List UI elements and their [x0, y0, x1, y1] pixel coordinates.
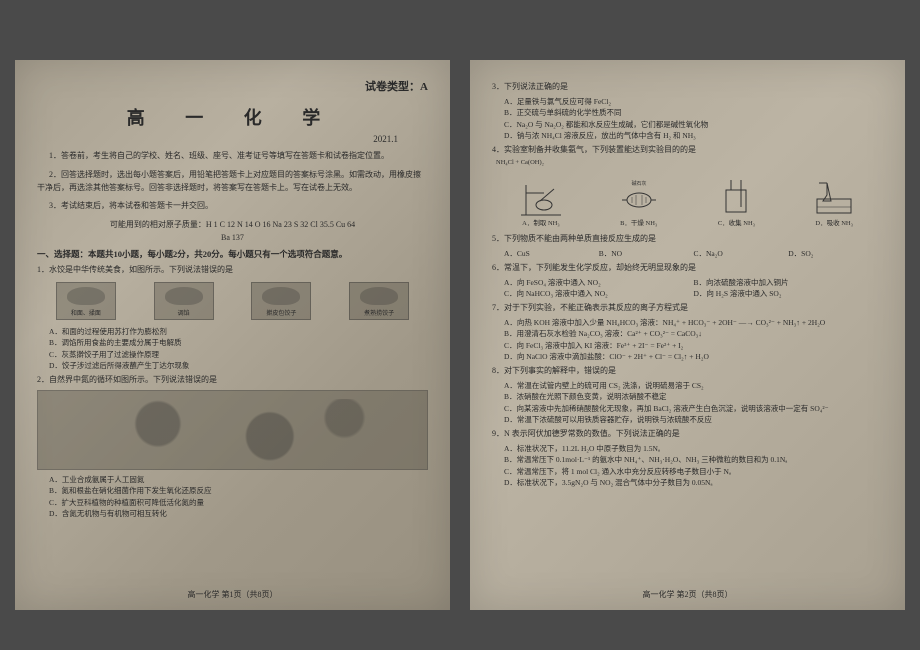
exam-date: 2021.1	[37, 134, 398, 144]
q1-image-row: 和面、揉面 调馅 擀皮包饺子 煮熟捞饺子	[37, 282, 428, 320]
q6-opt-a: A．向 FeSO₄ 溶液中通入 NO₂	[504, 277, 694, 288]
q1-opt-c: C．灰蒸擀饺子用了过滤操作原理	[49, 349, 428, 360]
flask-stand-icon	[516, 175, 566, 217]
q1-img-1: 和面、揉面	[56, 282, 116, 320]
exam-type-label: 试卷类型：A	[37, 78, 428, 94]
instruction-2: 2．回答选择题时，选出每小题答案后，用铅笔把答题卡上对应题目的答案标号涂黑。如需…	[37, 169, 428, 195]
q1-opt-b: B．调馅所用食盐的主要成分属于电解质	[49, 337, 428, 348]
q7-opt-a: A．向热 KOH 溶液中加入少量 NH₄HCO₃ 溶液：NH₄⁺ + HCO₃⁻…	[504, 317, 883, 328]
q6-opt-d: D．向 H₂S 溶液中通入 SO₂	[694, 288, 884, 299]
q8-opt-b: B．浓硝酸在光照下颜色变黄，说明浓硝酸不稳定	[504, 391, 883, 402]
atomic-masses-2: Ba 137	[37, 233, 428, 242]
q5-opt-a: A．CuS	[504, 248, 599, 259]
exam-title: 高 一 化 学	[37, 104, 428, 130]
question-5-stem: 5．下列物质不能由两种单质直接反应生成的是	[492, 233, 883, 245]
drying-tube-icon: 碱石灰	[614, 175, 664, 217]
absorption-icon	[809, 175, 859, 217]
apparatus-d: D．吸收 NH₃	[799, 172, 869, 227]
apparatus-d-label: D．吸收 NH₃	[815, 217, 852, 227]
q1-img-2: 调馅	[154, 282, 214, 320]
q6-opt-b: B．向浓硫酸溶液中加入铜片	[694, 277, 884, 288]
apparatus-c-label: C．收集 NH₃	[718, 217, 755, 227]
q1-opt-a: A．和面的过程使用苏打作为膨松剂	[49, 326, 428, 337]
q9-opt-b: B．常温常压下 0.1mol·L⁻¹ 的氨水中 NH₄⁺、NH₃·H₂O、NH₃…	[504, 454, 883, 465]
q9-opt-c: C．常温常压下，将 1 mol Cl₂ 通入水中充分反应转移电子数目小于 Nₐ	[504, 466, 883, 477]
q4-reagent: NH₄Cl + Ca(OH)₂	[496, 159, 883, 166]
atomic-masses-1: 可能用到的相对原子质量：H 1 C 12 N 14 O 16 Na 23 S 3…	[37, 219, 428, 230]
q2-opt-c: C．扩大豆科植物的种植面积可降低活化氮的量	[49, 497, 428, 508]
q1-img-label-3: 擀皮包饺子	[266, 308, 296, 317]
q3-opt-b: B．正交硫与单斜硫的化学性质不同	[504, 107, 883, 118]
instruction-3: 3．考试结束后，将本试卷和答题卡一并交回。	[37, 200, 428, 213]
q5-opt-d: D．SO₂	[788, 248, 883, 259]
question-7-stem: 7．对于下列实验，不能正确表示其反应的离子方程式是	[492, 302, 883, 314]
question-3-stem: 3．下列说法正确的是	[492, 81, 883, 93]
q2-nitrogen-cycle-diagram	[37, 390, 428, 470]
q1-img-3: 擀皮包饺子	[251, 282, 311, 320]
q7-opt-d: D．向 NaClO 溶液中滴加盐酸：ClO⁻ + 2H⁺ + Cl⁻ = Cl₂…	[504, 351, 883, 362]
q9-opt-d: D．标准状况下，3.5gN₂O 与 NO₂ 混合气体中分子数目为 0.05Nₐ	[504, 477, 883, 488]
q1-opt-d: D．饺子涉过滤后所得液蘸产生丁达尔现象	[49, 360, 428, 371]
q6-options-cd: C．向 NaHCO₃ 溶液中通入 NO₂ D．向 H₂S 溶液中通入 SO₂	[504, 288, 883, 299]
q2-opt-d: D．含氮无机物与有机物可相互转化	[49, 508, 428, 519]
q8-opt-d: D．常温下浓硫酸可以用铁质容器贮存，说明铁与浓硫酸不反应	[504, 414, 883, 425]
q3-opt-d: D．钠与浓 NH₄Cl 溶液反应，放出的气体中含有 H₂ 和 NH₃	[504, 130, 883, 141]
q7-opt-b: B．用澄清石灰水检验 Na₂CO₃ 溶液：Ca²⁺ + CO₃²⁻ = CaCO…	[504, 328, 883, 339]
exam-page-1: 试卷类型：A 高 一 化 学 2021.1 1．答卷前，考生将自己的学校、姓名、…	[15, 60, 450, 610]
exam-page-2: 3．下列说法正确的是 A．足量铁与氯气反应可得 FeCl₂ B．正交硫与单斜硫的…	[470, 60, 905, 610]
q5-options: A．CuS B．NO C．Na₂O D．SO₂	[504, 248, 883, 259]
question-6-stem: 6．常温下，下列能发生化学反应，却始终无明显现象的是	[492, 262, 883, 274]
apparatus-b: 碱石灰 B．干燥 NH₃	[604, 172, 674, 227]
q6-opt-c: C．向 NaHCO₃ 溶液中通入 NO₂	[504, 288, 694, 299]
apparatus-a: A．制取 NH₃	[506, 172, 576, 227]
instruction-1: 1．答卷前，考生将自己的学校、姓名、班级、座号、准考证号等填写在答题卡和试卷指定…	[37, 150, 428, 163]
apparatus-c: C．收集 NH₃	[701, 172, 771, 227]
q5-opt-b: B．NO	[599, 248, 694, 259]
footer-page-1: 高一化学 第1页（共8页）	[15, 589, 450, 600]
q8-opt-a: A．常温在试管内壁上的硫可用 CS₂ 洗涤，说明硫易溶于 CS₂	[504, 380, 883, 391]
question-4-stem: 4．实验室制备并收集氨气，下列装置能达到实验目的的是	[492, 144, 883, 156]
question-9-stem: 9．N 表示阿伏加德罗常数的数值。下列说法正确的是	[492, 428, 883, 440]
q9-opt-a: A．标准状况下，11.2L H₂O 中原子数目为 1.5Nₐ	[504, 443, 883, 454]
svg-text:碱石灰: 碱石灰	[631, 180, 646, 187]
section-1-header: 一、选择题：本题共10小题，每小题2分，共20分。每小题只有一个选项符合题意。	[37, 248, 428, 260]
q2-opt-a: A．工业合成氨属于人工固氮	[49, 474, 428, 485]
q1-img-label-2: 调馅	[178, 308, 190, 317]
q1-img-4: 煮熟捞饺子	[349, 282, 409, 320]
question-2-stem: 2．自然界中氮的循环如图所示。下列说法错误的是	[37, 374, 428, 386]
q1-img-label-1: 和面、揉面	[71, 308, 101, 317]
q6-options-ab: A．向 FeSO₄ 溶液中通入 NO₂ B．向浓硫酸溶液中加入铜片	[504, 277, 883, 288]
apparatus-b-label: B．干燥 NH₃	[620, 217, 657, 227]
gas-bottle-icon	[711, 175, 761, 217]
apparatus-a-label: A．制取 NH₃	[522, 217, 559, 227]
footer-page-2: 高一化学 第2页（共8页）	[470, 589, 905, 600]
question-1-stem: 1．水饺是中华传统美食，如图所示。下列说法错误的是	[37, 264, 428, 276]
q5-opt-c: C．Na₂O	[694, 248, 789, 259]
q3-opt-c: C．Na₂O 与 Na₂O₂ 都能和水反应生成碱，它们都是碱性氧化物	[504, 119, 883, 130]
q2-opt-b: B．氮和根盐在硝化细菌作用下发生氧化还原反应	[49, 485, 428, 496]
q7-opt-c: C．向 FeCl₃ 溶液中加入 KI 溶液：Fe³⁺ + 2I⁻ = Fe²⁺ …	[504, 340, 883, 351]
q4-apparatus-row: A．制取 NH₃ 碱石灰 B．干燥 NH₃ C．收集 NH₃	[492, 172, 883, 227]
question-8-stem: 8．对下列事实的解释中，错误的是	[492, 365, 883, 377]
q8-opt-c: C．向某溶液中先加稀硝酸酸化无现象，再加 BaCl₂ 溶液产生白色沉淀，说明该溶…	[504, 403, 883, 414]
q3-opt-a: A．足量铁与氯气反应可得 FeCl₂	[504, 96, 883, 107]
q1-img-label-4: 煮熟捞饺子	[364, 308, 394, 317]
